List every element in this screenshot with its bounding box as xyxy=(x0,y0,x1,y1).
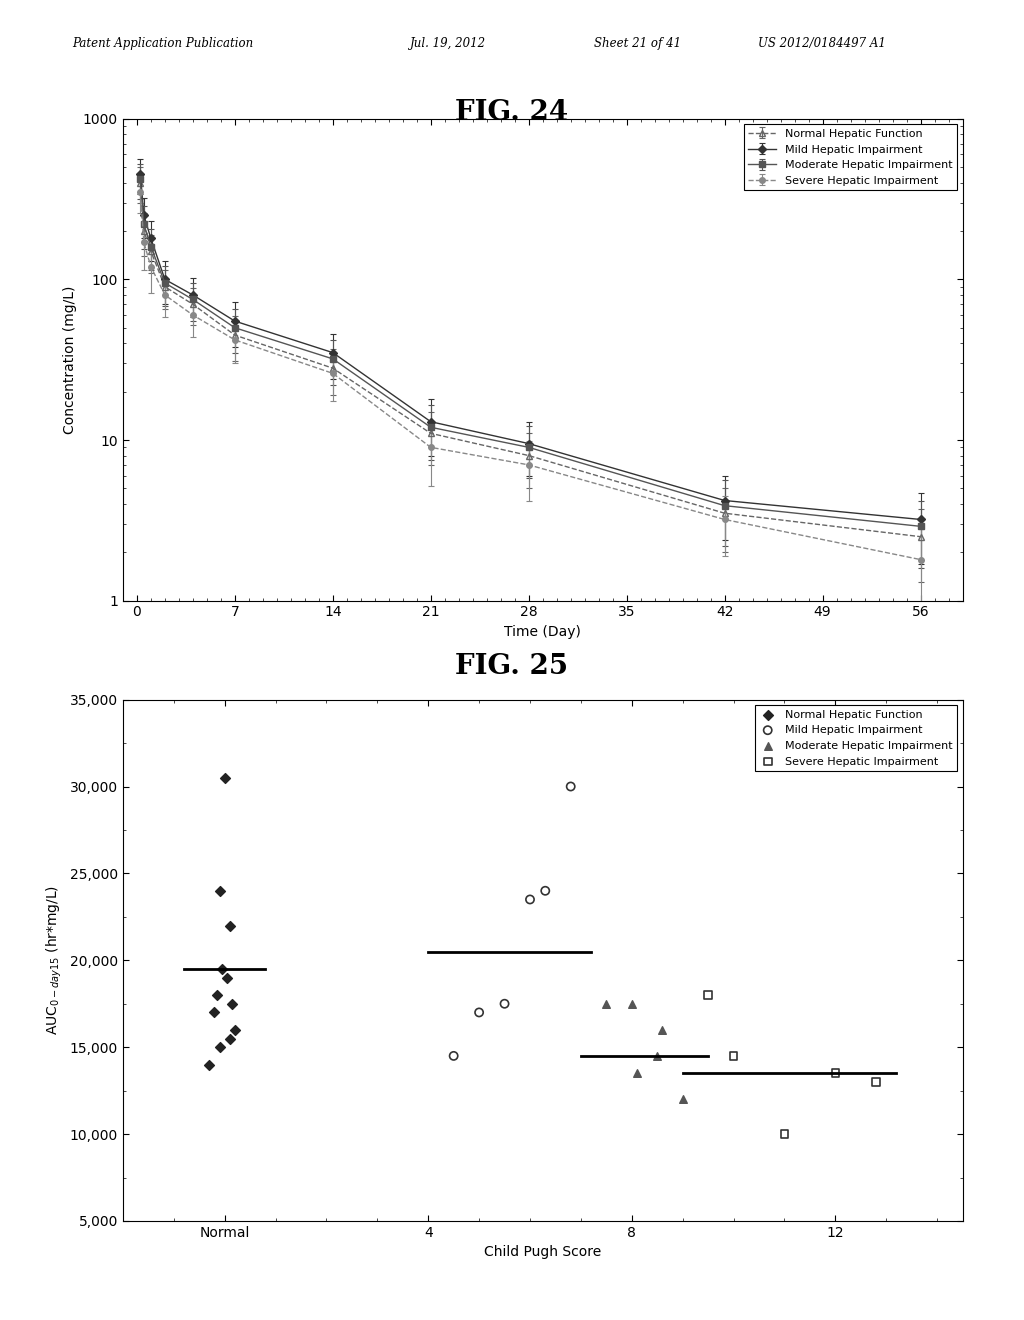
Mild Hepatic Impairment xyxy=(497,993,513,1014)
Mild Hepatic Impairment xyxy=(562,776,579,797)
Normal Hepatic Function xyxy=(224,993,241,1014)
Mild Hepatic Impairment xyxy=(445,1045,462,1067)
Y-axis label: AUC$_{0-day15}$ (hr*mg/L): AUC$_{0-day15}$ (hr*mg/L) xyxy=(45,886,65,1035)
Normal Hepatic Function xyxy=(226,1019,243,1040)
Text: Sheet 21 of 41: Sheet 21 of 41 xyxy=(594,37,681,50)
Text: US 2012/0184497 A1: US 2012/0184497 A1 xyxy=(758,37,886,50)
Moderate Hepatic Impairment xyxy=(649,1045,666,1067)
Text: Patent Application Publication: Patent Application Publication xyxy=(72,37,253,50)
Mild Hepatic Impairment xyxy=(522,888,539,909)
Normal Hepatic Function xyxy=(209,985,225,1006)
Moderate Hepatic Impairment xyxy=(598,993,614,1014)
Normal Hepatic Function xyxy=(211,1036,227,1057)
Normal Hepatic Function xyxy=(219,968,236,989)
Normal Hepatic Function xyxy=(206,1002,222,1023)
Moderate Hepatic Impairment xyxy=(624,993,640,1014)
Moderate Hepatic Impairment xyxy=(654,1019,671,1040)
Normal Hepatic Function xyxy=(221,1028,238,1049)
Normal Hepatic Function xyxy=(211,880,227,902)
Severe Hepatic Impairment xyxy=(827,1063,844,1084)
Normal Hepatic Function xyxy=(221,915,238,936)
Legend: Normal Hepatic Function, Mild Hepatic Impairment, Moderate Hepatic Impairment, S: Normal Hepatic Function, Mild Hepatic Im… xyxy=(743,124,957,190)
Moderate Hepatic Impairment xyxy=(675,1089,691,1110)
Mild Hepatic Impairment xyxy=(537,880,553,902)
Mild Hepatic Impairment xyxy=(471,1002,487,1023)
Text: FIG. 24: FIG. 24 xyxy=(456,99,568,125)
Normal Hepatic Function xyxy=(201,1053,217,1074)
Severe Hepatic Impairment xyxy=(700,985,717,1006)
Text: FIG. 25: FIG. 25 xyxy=(456,653,568,680)
X-axis label: Time (Day): Time (Day) xyxy=(504,624,582,639)
Normal Hepatic Function xyxy=(214,958,230,979)
Text: Jul. 19, 2012: Jul. 19, 2012 xyxy=(410,37,485,50)
Legend: Normal Hepatic Function, Mild Hepatic Impairment, Moderate Hepatic Impairment, S: Normal Hepatic Function, Mild Hepatic Im… xyxy=(755,705,957,771)
Moderate Hepatic Impairment xyxy=(629,1063,645,1084)
Normal Hepatic Function xyxy=(216,767,232,788)
X-axis label: Child Pugh Score: Child Pugh Score xyxy=(484,1245,601,1259)
Severe Hepatic Impairment xyxy=(776,1123,793,1144)
Severe Hepatic Impairment xyxy=(725,1045,741,1067)
Severe Hepatic Impairment xyxy=(868,1072,885,1093)
Y-axis label: Concentration (mg/L): Concentration (mg/L) xyxy=(63,285,78,434)
